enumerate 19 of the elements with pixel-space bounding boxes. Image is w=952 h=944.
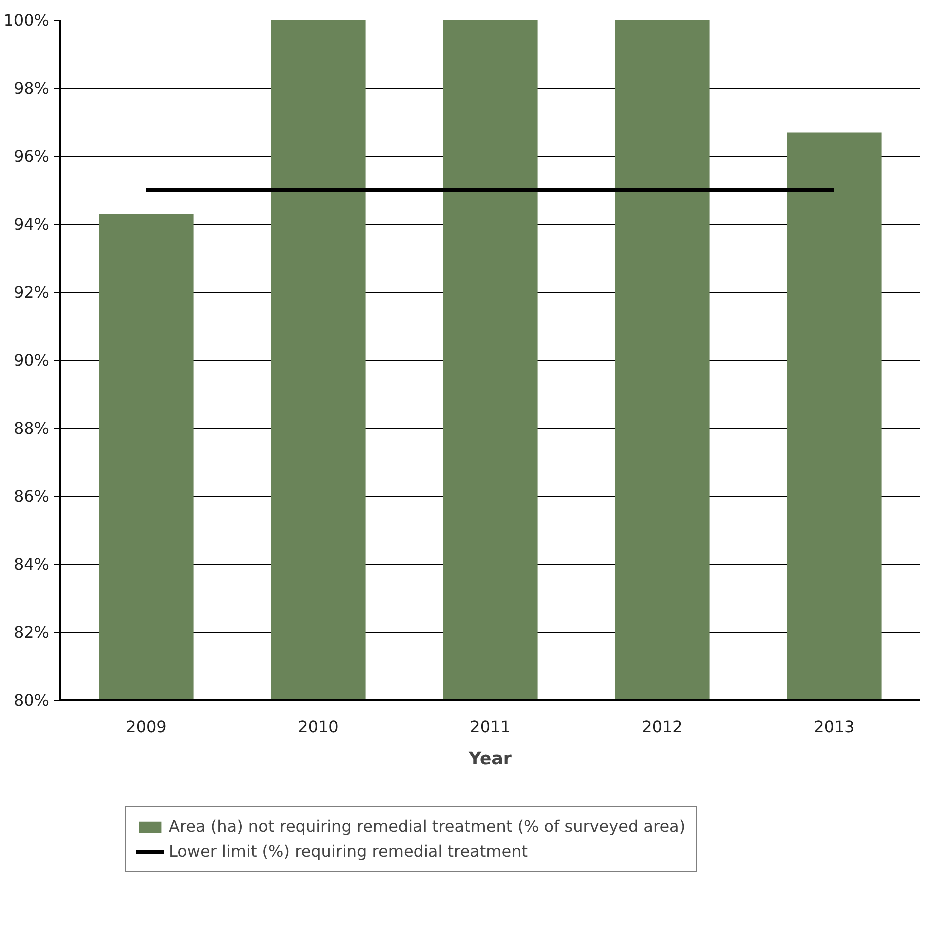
y-tick-label: 94%	[14, 215, 50, 234]
y-tick-label: 92%	[14, 283, 50, 302]
y-tick-label: 84%	[14, 555, 50, 574]
x-tick-label: 2012	[642, 718, 683, 736]
y-tick-label: 98%	[14, 79, 50, 98]
y-tick-label: 86%	[14, 487, 50, 506]
x-axis-title: Year	[468, 750, 512, 770]
legend-label: Area (ha) not requiring remedial treatment (% of surveyed area)	[169, 817, 686, 836]
x-tick-label: 2009	[126, 718, 167, 736]
y-tick-label: 82%	[14, 623, 50, 642]
y-tick-label: 88%	[14, 419, 50, 438]
y-tick-label: 96%	[14, 147, 50, 166]
legend-label: Lower limit (%) requiring remedial treatment	[169, 842, 528, 861]
y-tick-label: 80%	[14, 691, 50, 710]
x-tick-label: 2013	[814, 718, 855, 736]
y-tick-label: 100%	[4, 11, 50, 30]
x-tick-label: 2011	[470, 718, 511, 736]
y-tick-label: 90%	[14, 351, 50, 370]
x-tick-label: 2010	[298, 718, 339, 736]
